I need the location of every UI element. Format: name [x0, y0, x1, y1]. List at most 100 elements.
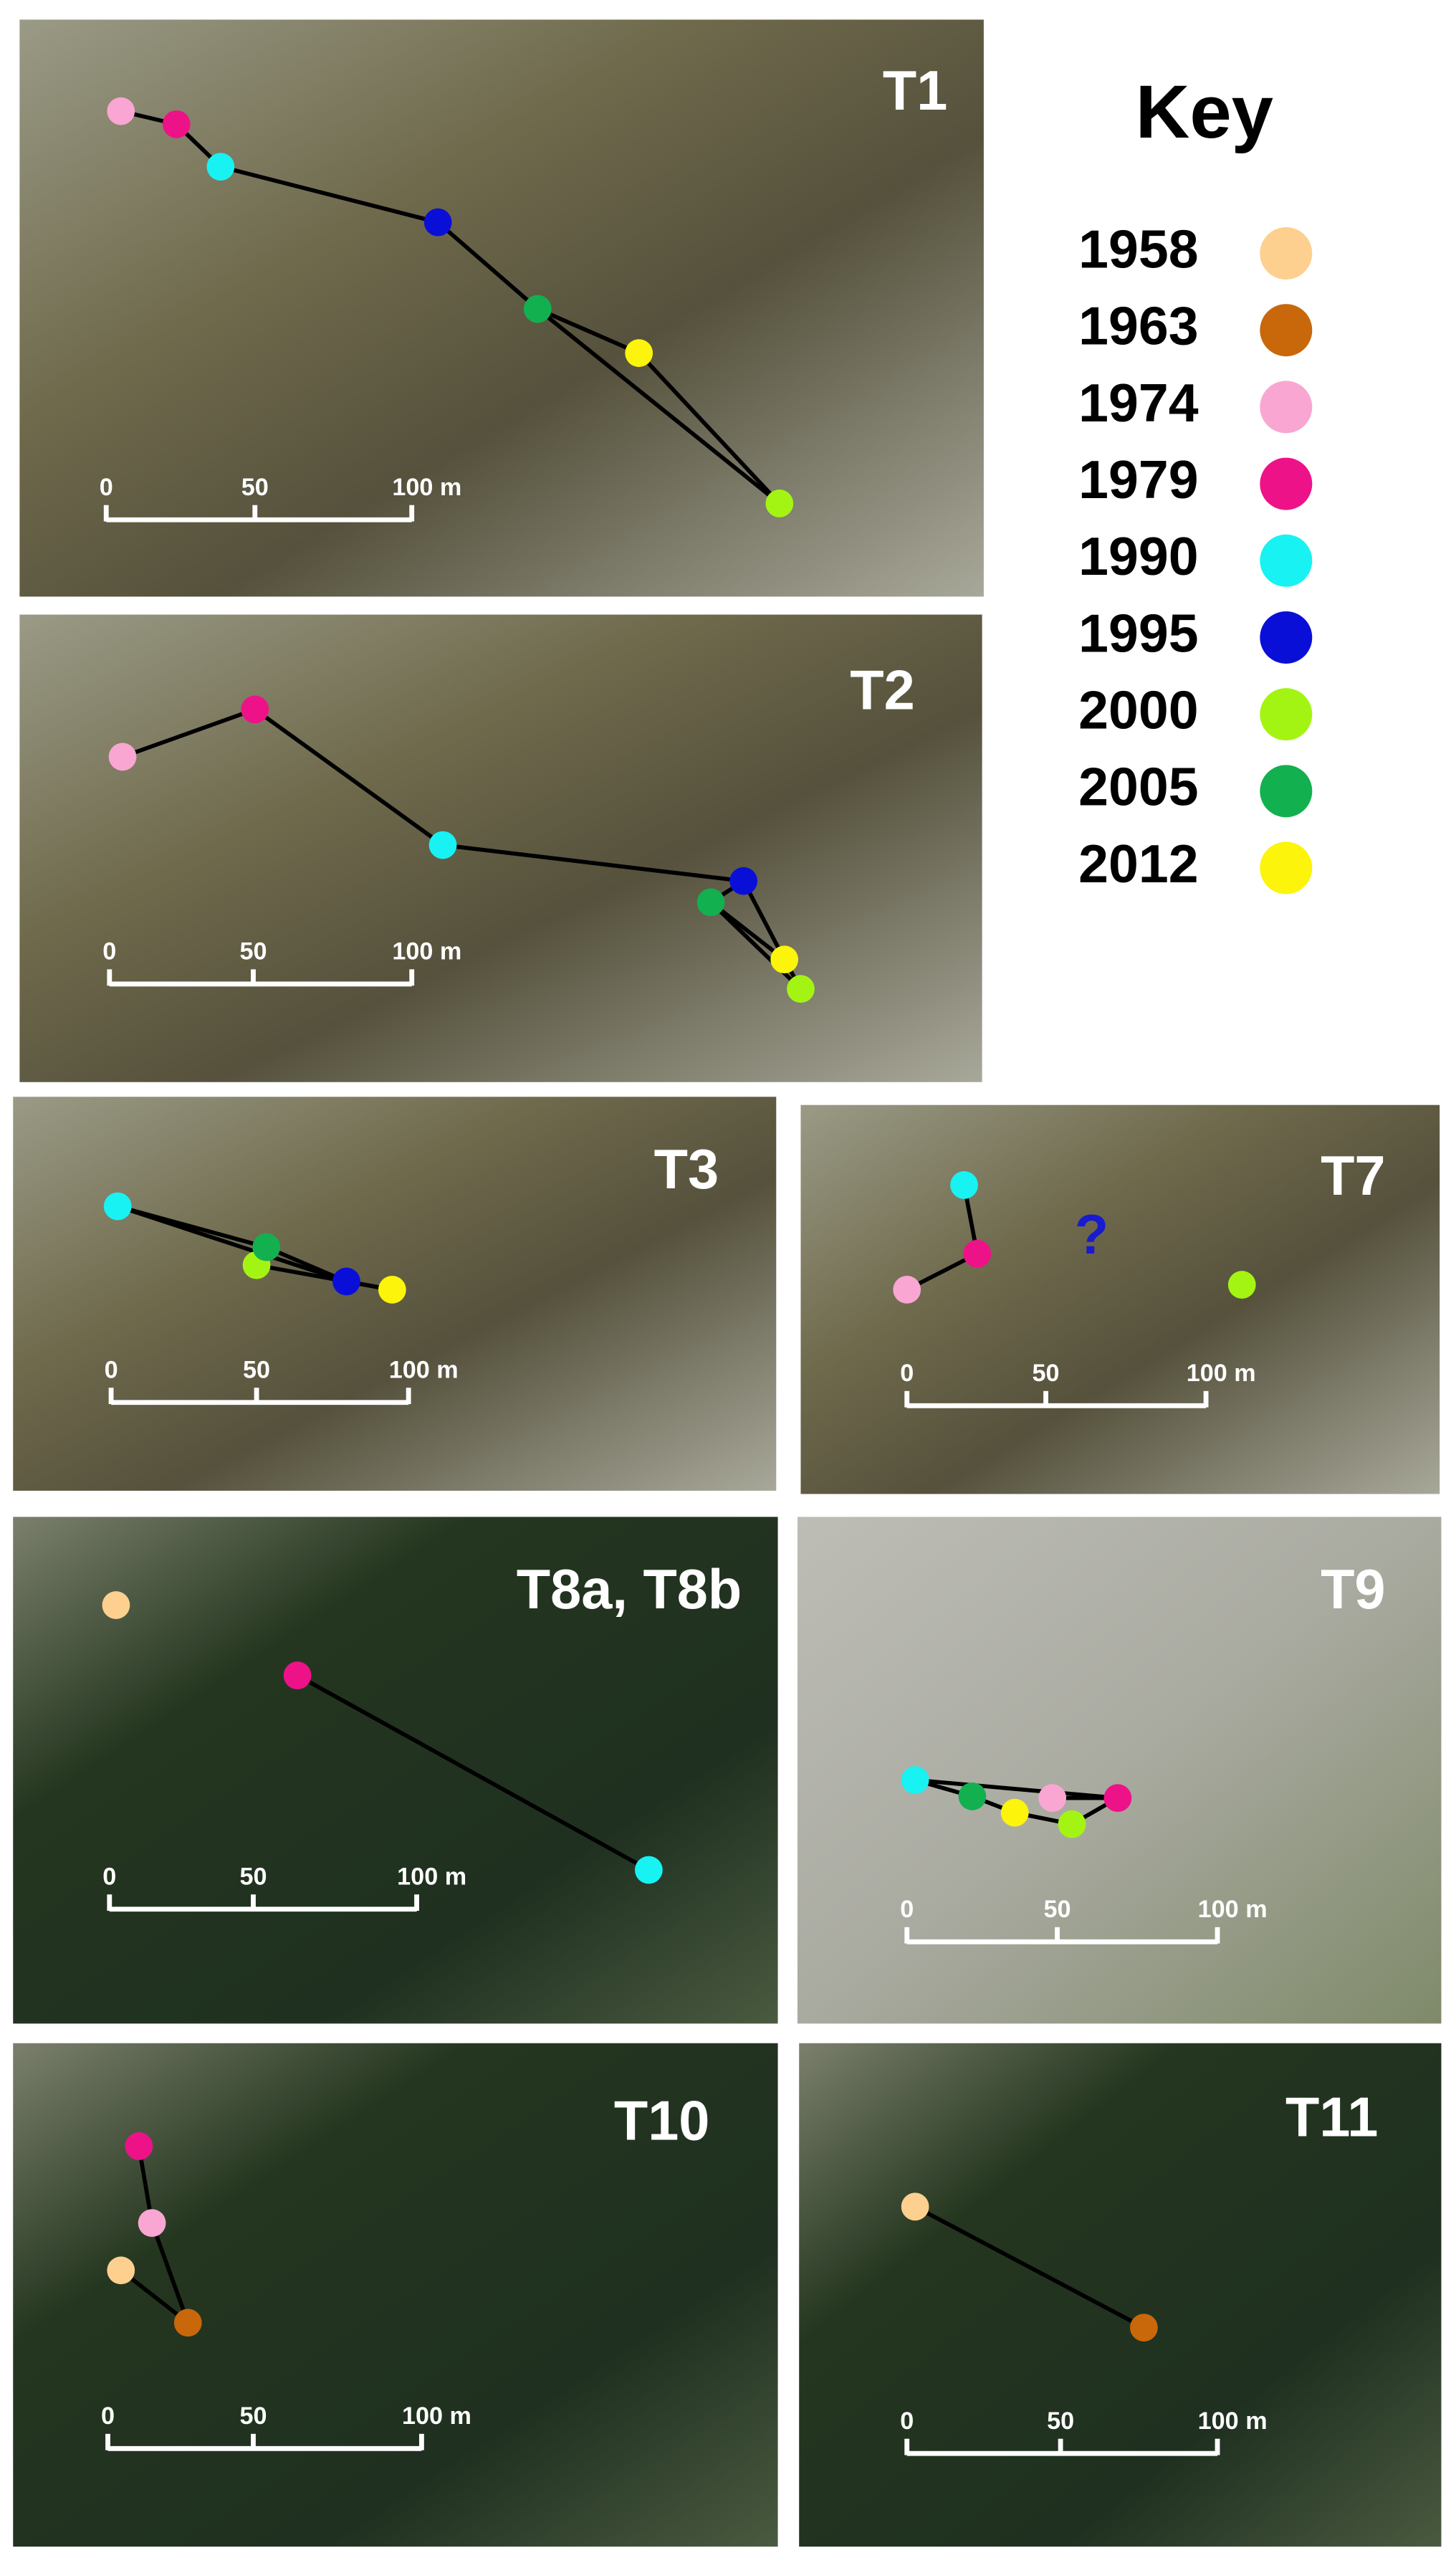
- track-line: [537, 307, 640, 355]
- year-point: [162, 110, 191, 138]
- year-point: [241, 695, 269, 724]
- key-swatch: [1260, 534, 1313, 587]
- scale-label: 50: [1033, 1360, 1060, 1387]
- key-swatch: [1260, 841, 1313, 894]
- panel-label: T8a, T8b: [517, 1559, 742, 1621]
- year-point: [765, 490, 794, 517]
- scale-label: 50: [243, 1356, 270, 1383]
- track-line: [117, 1204, 267, 1249]
- map-image: [19, 19, 984, 597]
- key-year: 1963: [1078, 296, 1198, 356]
- key-year: 1990: [1078, 526, 1198, 586]
- track-line: [742, 879, 787, 961]
- year-point: [103, 1192, 132, 1221]
- scale-label: 50: [1044, 1896, 1071, 1923]
- track-line: [914, 2205, 1145, 2330]
- year-point: [206, 153, 235, 181]
- track-line: [122, 707, 256, 759]
- year-point: [787, 975, 815, 1003]
- year-point: [901, 1766, 929, 1794]
- track-line: [637, 351, 781, 505]
- scale-label: 100 m: [1198, 1896, 1268, 1923]
- scale-label: 0: [101, 2402, 115, 2430]
- panel-label: T9: [1321, 1559, 1385, 1621]
- track-line: [150, 2222, 190, 2324]
- track-line: [220, 164, 439, 224]
- key-swatch: [1260, 381, 1313, 434]
- scale-label: 50: [1047, 2407, 1074, 2435]
- map-image: [13, 1517, 778, 2024]
- track-line: [120, 2268, 190, 2324]
- scale-label: 100 m: [389, 1356, 459, 1383]
- track-line: [265, 1245, 348, 1284]
- year-point: [893, 1276, 921, 1304]
- year-point: [332, 1267, 360, 1296]
- panel-label: T10: [614, 2090, 710, 2152]
- annotation: ?: [1075, 1204, 1108, 1266]
- scale-label: 100 m: [402, 2402, 471, 2430]
- scale-label: 50: [239, 1863, 267, 1890]
- year-point: [635, 1856, 663, 1884]
- panel-label: T2: [850, 660, 914, 722]
- map-image: [19, 614, 982, 1082]
- scale-label: 50: [241, 474, 269, 501]
- key-year: 2012: [1078, 834, 1198, 894]
- key-year: 1974: [1078, 373, 1199, 433]
- year-point: [173, 2309, 202, 2337]
- year-point: [138, 2209, 166, 2238]
- year-point: [696, 888, 725, 917]
- scale-label: 0: [900, 1896, 914, 1923]
- track-line: [442, 843, 744, 884]
- key-swatch: [1260, 611, 1313, 664]
- track-line: [254, 707, 444, 847]
- scale-label: 0: [105, 1356, 118, 1383]
- scale-label: 50: [239, 938, 267, 965]
- key-year: 1958: [1078, 219, 1198, 279]
- year-point: [1130, 2314, 1158, 2342]
- track-line: [296, 1674, 650, 1872]
- year-point: [107, 97, 135, 125]
- scale-label: 100 m: [392, 938, 461, 965]
- year-point: [1103, 1784, 1132, 1813]
- year-point: [1038, 1784, 1067, 1813]
- key-year: 2000: [1078, 680, 1198, 740]
- track-line: [914, 1777, 1119, 1800]
- year-point: [1000, 1798, 1029, 1827]
- year-point: [625, 339, 653, 368]
- scale-label: 0: [900, 2407, 914, 2435]
- panel-label: T1: [883, 60, 947, 122]
- scale-label: 0: [102, 938, 116, 965]
- scale-label: 100 m: [392, 474, 461, 501]
- key-year: 2005: [1078, 757, 1198, 817]
- scale-label: 50: [239, 2402, 267, 2430]
- scale-label: 100 m: [1187, 1360, 1256, 1387]
- year-point: [950, 1171, 978, 1199]
- year-point: [423, 208, 452, 237]
- year-point: [125, 2132, 153, 2160]
- year-point: [428, 831, 457, 859]
- scale-label: 0: [900, 1360, 914, 1387]
- year-point: [108, 743, 137, 771]
- track-line: [436, 221, 540, 311]
- track-line: [256, 1263, 393, 1292]
- year-point: [770, 945, 799, 974]
- year-point: [1227, 1271, 1256, 1299]
- key-swatch: [1260, 227, 1313, 280]
- year-point: [102, 1591, 130, 1619]
- year-point: [252, 1233, 281, 1261]
- track-line: [709, 900, 803, 991]
- year-point: [523, 295, 552, 323]
- year-point: [958, 1782, 987, 1810]
- year-point: [1058, 1810, 1086, 1838]
- key-swatch: [1260, 304, 1313, 357]
- key-swatch: [1260, 688, 1313, 741]
- year-point: [378, 1276, 406, 1304]
- track-line: [536, 307, 781, 505]
- key-swatch: [1260, 765, 1313, 818]
- scale-label: 0: [102, 1863, 116, 1890]
- year-point: [963, 1239, 992, 1268]
- key-swatch: [1260, 457, 1313, 510]
- year-point: [901, 2192, 929, 2221]
